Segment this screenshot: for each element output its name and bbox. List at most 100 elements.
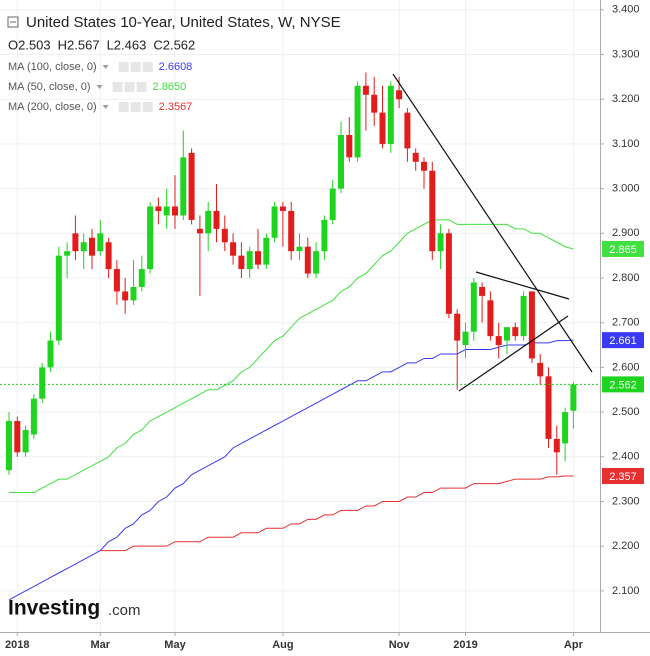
legend-icon[interactable] [142, 102, 153, 112]
candle-body [512, 327, 519, 337]
legend-icon[interactable] [142, 62, 153, 72]
legend-icon[interactable] [124, 82, 135, 92]
y-tick-label: 2.400 [612, 451, 640, 463]
candle-body [122, 291, 129, 301]
y-tick-label: 2.200 [612, 540, 640, 552]
plot [0, 72, 600, 601]
legend-icon[interactable] [130, 102, 141, 112]
legend: MA (100, close, 0) 2.6608 MA (50, close, 0… [8, 61, 192, 113]
y-tick-label: 3.000 [612, 183, 640, 195]
price-badge-label: 2.661 [609, 335, 637, 347]
candle-body [105, 242, 112, 270]
price-badge [602, 468, 644, 485]
candle-body [113, 269, 120, 292]
candle-body [72, 233, 79, 252]
y-tick-label: 2.300 [612, 495, 640, 507]
candle-body [97, 233, 104, 252]
grid [0, 0, 600, 632]
price-badge [602, 376, 644, 393]
x-tick-label: May [164, 639, 186, 651]
legend-icon[interactable] [118, 62, 129, 72]
candle-body [288, 210, 295, 252]
collapse-icon[interactable] [7, 16, 19, 28]
candle-body [47, 340, 54, 368]
legend-icon[interactable] [130, 62, 141, 72]
legend-dropdown [102, 65, 109, 69]
chart-title: United States 10-Year, United States, W,… [26, 14, 341, 31]
candle-body [445, 233, 452, 314]
candle-body [338, 134, 344, 189]
moving-average-line [8, 339, 574, 601]
legend-dropdown [96, 85, 103, 89]
ohlc-value: C2.562 [153, 37, 195, 52]
candle-body [14, 421, 21, 453]
candle-body [470, 282, 477, 332]
x-tick-label: Aug [272, 639, 293, 651]
candle-body [39, 367, 46, 399]
price-badge-label: 2.562 [609, 379, 637, 391]
candle-body [520, 295, 527, 337]
price-badge-label: 2.357 [609, 471, 637, 483]
candle-body [362, 85, 369, 95]
y-tick-label: 3.400 [612, 4, 640, 16]
candle-body [279, 206, 286, 211]
candle-body [304, 246, 311, 274]
candle-body [387, 85, 394, 144]
candle-body [221, 228, 228, 243]
price-badge-label: 2.865 [609, 244, 637, 256]
axes: 2.100 2.200 2.300 2.400 2.500 2.600 2.700 2.800… [5, 4, 644, 651]
candle-body [462, 331, 469, 346]
candle-body [404, 112, 411, 149]
logo-suffix: .com [108, 602, 141, 619]
trend-lines [392, 73, 593, 392]
legend-icon[interactable] [118, 102, 129, 112]
ohlc-value: L2.463 [107, 37, 147, 52]
candle-body [238, 255, 245, 270]
logo: Investing [8, 597, 100, 620]
candle-body [205, 210, 212, 234]
x-tick-label: Mar [91, 639, 111, 651]
candle-body [412, 152, 419, 162]
candle-body [130, 286, 137, 301]
candle-body [180, 157, 187, 216]
candle-body [429, 170, 436, 252]
ohlc-value: O2.503 [8, 37, 51, 52]
candle-body [163, 206, 170, 216]
candle-body [545, 376, 552, 439]
candle-body [296, 246, 303, 252]
candle-body [6, 421, 12, 471]
x-tick-label: 2018 [5, 639, 29, 651]
legend-icon[interactable] [136, 82, 147, 92]
candle-body [188, 152, 195, 220]
x-tick-label: Apr [564, 639, 584, 651]
price-badge [602, 332, 644, 349]
candle-body [321, 219, 328, 252]
trend-line [475, 271, 570, 300]
ohlc-values: O2.503 H2.567 L2.463 C2.562 [8, 37, 195, 52]
candle-body [396, 90, 403, 100]
ohlc-value: H2.567 [58, 37, 100, 52]
candle-body [379, 112, 386, 144]
legend-label: MA (50, close, 0) [8, 81, 91, 93]
candle-body [495, 336, 502, 346]
x-tick-label: 2019 [453, 639, 477, 651]
y-tick-label: 2.900 [612, 227, 640, 239]
candle-body [172, 206, 178, 216]
legend-value: 2.8650 [153, 81, 187, 93]
legend-label: MA (200, close, 0) [8, 101, 97, 113]
y-tick-label: 2.700 [612, 317, 640, 329]
legend-icon[interactable] [112, 82, 123, 92]
candle-body [30, 398, 37, 435]
candle-body [437, 233, 444, 252]
candle-body [528, 291, 535, 359]
candle-body [80, 242, 87, 252]
candle-body [371, 94, 378, 113]
y-tick-label: 2.500 [612, 406, 640, 418]
candle-body [354, 85, 361, 158]
candle-body [454, 313, 461, 341]
candle-body [313, 251, 320, 274]
candle-body [504, 327, 510, 341]
candle-body [213, 210, 220, 229]
candle-body [421, 161, 427, 171]
